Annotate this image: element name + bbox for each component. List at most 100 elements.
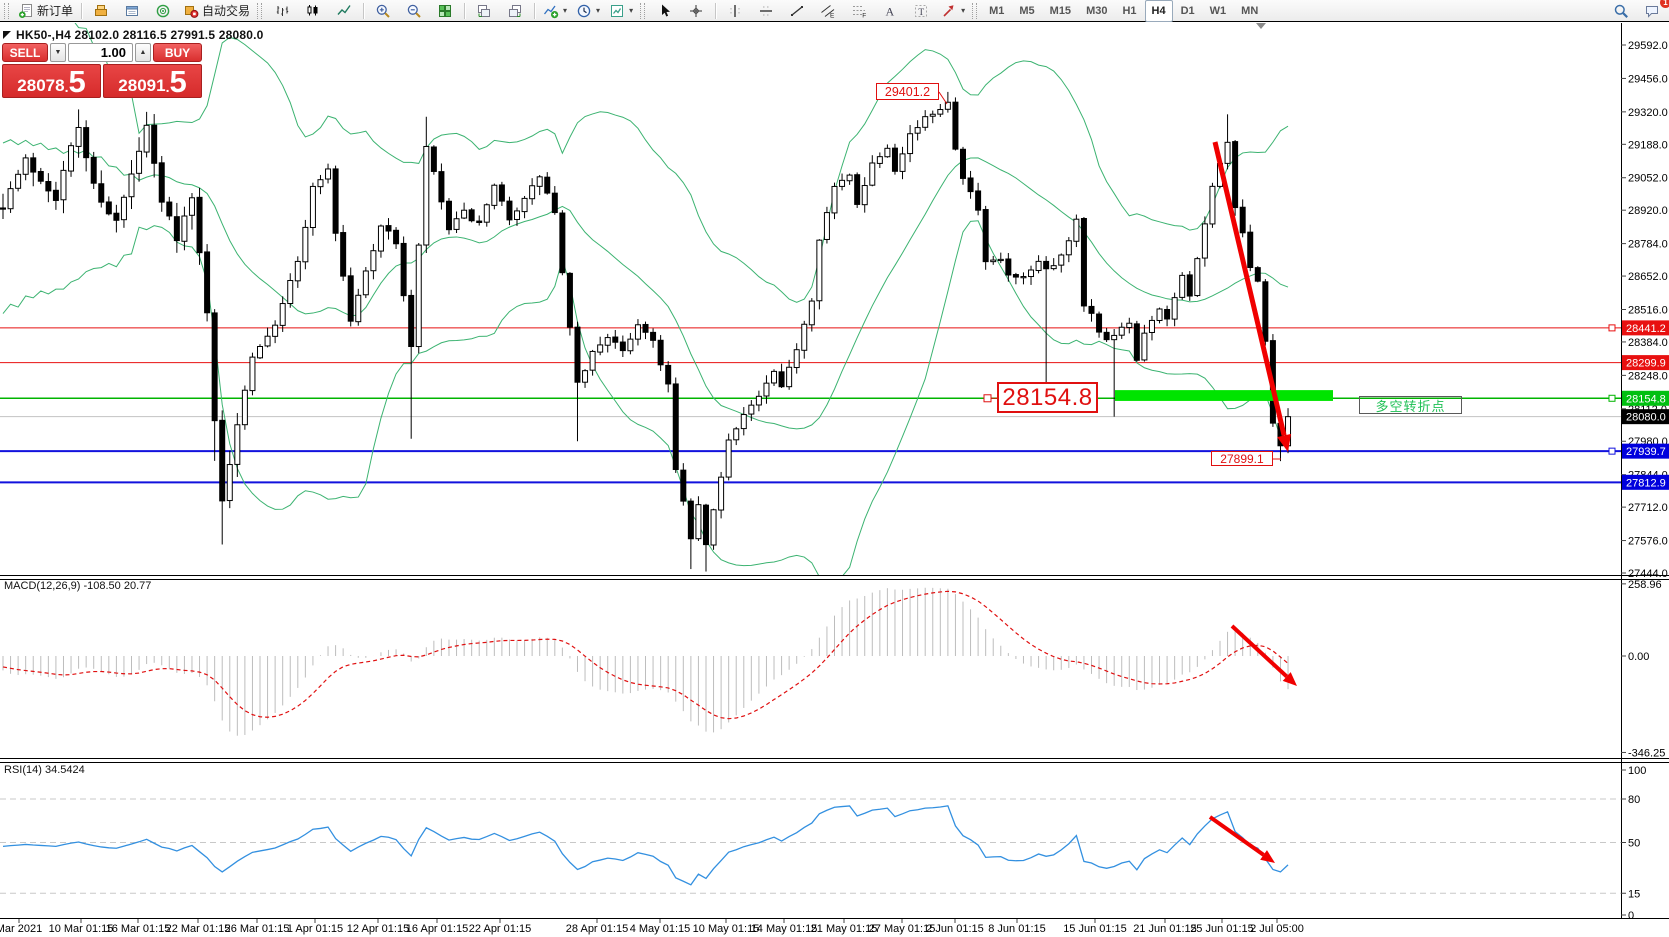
data-window-icon bbox=[124, 3, 140, 19]
candlestick-chart-button[interactable] bbox=[298, 0, 328, 22]
trendline-button[interactable] bbox=[782, 0, 812, 22]
price-label-pivot[interactable]: 28154.8 bbox=[997, 382, 1098, 413]
line-chart-button[interactable] bbox=[329, 0, 359, 22]
pivot-label-handle[interactable] bbox=[983, 394, 992, 403]
zoom-in-button[interactable] bbox=[368, 0, 398, 22]
svg-text:21 Jun 01:15: 21 Jun 01:15 bbox=[1133, 923, 1197, 935]
oct-collapse-icon[interactable] bbox=[3, 31, 11, 39]
autotrading-icon bbox=[183, 3, 199, 19]
fibonacci-button[interactable]: F bbox=[844, 0, 874, 22]
buy-price-box[interactable]: 28091 . 5 bbox=[103, 64, 202, 98]
timeframe-button-h1[interactable]: H1 bbox=[1122, 4, 1137, 17]
volume-input[interactable] bbox=[68, 43, 133, 62]
svg-text:100: 100 bbox=[1628, 765, 1646, 777]
price-label-peak[interactable]: 29401.2 bbox=[876, 83, 939, 100]
navigator-icon bbox=[155, 3, 171, 19]
volume-increase-button[interactable]: ▲ bbox=[135, 43, 151, 62]
horizontal-level-lines[interactable] bbox=[0, 327, 1621, 484]
zoom-out-icon bbox=[406, 3, 422, 19]
search-icon bbox=[1613, 3, 1629, 19]
svg-text:28784.0: 28784.0 bbox=[1628, 239, 1668, 251]
dropdown-caret-icon: ▾ bbox=[961, 6, 966, 15]
buy-price: 28091 bbox=[118, 76, 166, 95]
svg-text:16 Apr 01:15: 16 Apr 01:15 bbox=[406, 923, 468, 935]
svg-text:26 Mar 01:15: 26 Mar 01:15 bbox=[225, 923, 290, 935]
line-handle[interactable] bbox=[1608, 447, 1616, 455]
crosshair-button[interactable] bbox=[681, 0, 711, 22]
market-watch-button[interactable] bbox=[86, 0, 116, 22]
text-button[interactable]: A bbox=[875, 0, 905, 22]
indicators-button[interactable]: ▾ bbox=[539, 0, 571, 22]
cascade-windows-button[interactable] bbox=[500, 0, 530, 22]
svg-text:8 Jun 01:15: 8 Jun 01:15 bbox=[988, 923, 1046, 935]
svg-text:0: 0 bbox=[1628, 910, 1634, 922]
svg-text:A: A bbox=[886, 4, 895, 18]
sell-button[interactable]: SELL bbox=[2, 43, 48, 62]
timeframe-button-mn[interactable]: MN bbox=[1241, 4, 1259, 17]
svg-text:29592.0: 29592.0 bbox=[1628, 40, 1668, 52]
timeframe-button-m5[interactable]: M5 bbox=[1019, 4, 1035, 17]
cursor-button[interactable] bbox=[650, 0, 680, 22]
vline-icon bbox=[727, 3, 743, 19]
svg-text:28384.0: 28384.0 bbox=[1628, 337, 1668, 349]
toolbar-separator bbox=[81, 2, 83, 19]
tile-windows-button[interactable] bbox=[430, 0, 460, 22]
svg-text:2 Jun 01:15: 2 Jun 01:15 bbox=[926, 923, 984, 935]
price-label-breakdown[interactable]: 27899.1 bbox=[1211, 451, 1273, 466]
channel-icon: E bbox=[820, 3, 836, 19]
horizontal-line-button[interactable] bbox=[751, 0, 781, 22]
svg-text:258.96: 258.96 bbox=[1628, 579, 1662, 591]
trend-arrow-macd[interactable] bbox=[1230, 624, 1297, 686]
buy-button[interactable]: BUY bbox=[153, 43, 202, 62]
sell-price-dot: . bbox=[64, 79, 69, 95]
templates-button[interactable]: ▾ bbox=[605, 0, 637, 22]
candles-icon bbox=[305, 3, 321, 19]
auto-arrange-button[interactable] bbox=[469, 0, 499, 22]
toolbar-grip bbox=[972, 2, 978, 19]
svg-text:Mar 2021: Mar 2021 bbox=[0, 923, 42, 935]
new-order-button[interactable]: 新订单 bbox=[14, 0, 77, 22]
timeframe-button-m1[interactable]: M1 bbox=[989, 4, 1005, 17]
search-button[interactable] bbox=[1606, 0, 1636, 22]
bar-chart-button[interactable] bbox=[267, 0, 297, 22]
timeframe-button-m30[interactable]: M30 bbox=[1086, 4, 1108, 17]
support-zone-rectangle[interactable] bbox=[1115, 390, 1333, 401]
channel-button[interactable]: E bbox=[813, 0, 843, 22]
navigator-button[interactable] bbox=[148, 0, 178, 22]
timeframe-button-w1[interactable]: W1 bbox=[1209, 4, 1227, 17]
sell-price-box[interactable]: 28078 . 5 bbox=[2, 64, 101, 98]
market-watch-icon bbox=[93, 3, 109, 19]
arrows-icon bbox=[941, 3, 957, 19]
toolbar-separator bbox=[534, 2, 536, 19]
text-label-button[interactable]: T bbox=[906, 0, 936, 22]
chart-shift-marker[interactable] bbox=[1256, 23, 1266, 29]
periods-button[interactable]: ▾ bbox=[572, 0, 604, 22]
svg-text:10 May 01:15: 10 May 01:15 bbox=[693, 923, 760, 935]
toolbar: 新订单 自动交易 ▾ ▾ ▾ E F A T ▾ M1 M5 M15 M30 H1 H4 D1 W1 MN 1 bbox=[0, 0, 1669, 22]
autotrading-button[interactable]: 自动交易 bbox=[179, 0, 254, 22]
svg-text:27939.7: 27939.7 bbox=[1626, 446, 1666, 458]
arrows-button[interactable]: ▾ bbox=[937, 0, 969, 22]
rsi-indicator-label: RSI(14) 34.5424 bbox=[4, 764, 85, 776]
annotation-turning-point[interactable]: 多空转折点 bbox=[1359, 396, 1462, 414]
line-handle[interactable] bbox=[1608, 324, 1616, 332]
timeframe-button-d1[interactable]: D1 bbox=[1180, 4, 1195, 17]
line-icon bbox=[336, 3, 352, 19]
trend-arrow-rsi[interactable] bbox=[1208, 815, 1275, 863]
timeframe-button-h4[interactable]: H4 bbox=[1144, 0, 1173, 22]
volume-decrease-button[interactable]: ▼ bbox=[50, 43, 66, 62]
svg-text:27444.0: 27444.0 bbox=[1628, 568, 1668, 580]
timeframe-button-m15[interactable]: M15 bbox=[1049, 4, 1072, 17]
svg-text:29052.0: 29052.0 bbox=[1628, 173, 1668, 185]
svg-text:28248.0: 28248.0 bbox=[1628, 370, 1668, 382]
chat-button[interactable]: 1 bbox=[1637, 0, 1669, 22]
zoom-out-button[interactable] bbox=[399, 0, 429, 22]
trend-arrow-main[interactable] bbox=[1212, 141, 1292, 452]
vertical-line-button[interactable] bbox=[720, 0, 750, 22]
price-axis[interactable]: 29592.0 29456.0 29320.0 29188.0 29052.0 28920… bbox=[1621, 40, 1668, 580]
data-window-button[interactable] bbox=[117, 0, 147, 22]
svg-text:4 May 01:15: 4 May 01:15 bbox=[630, 923, 691, 935]
line-handle[interactable] bbox=[1608, 394, 1616, 402]
